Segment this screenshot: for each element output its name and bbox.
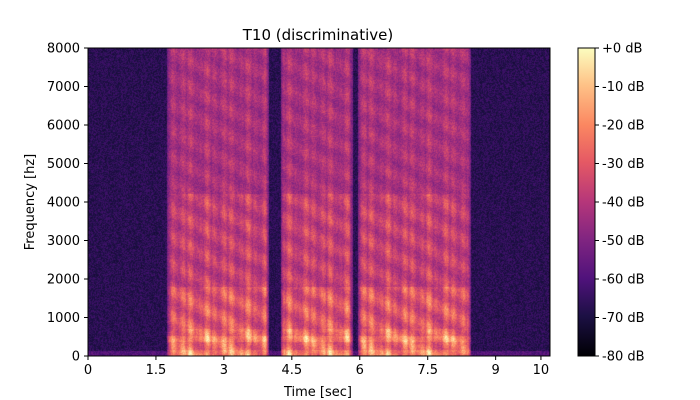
y-axis: 0 1000 2000 3000 4000 5000 6000 7000 8000	[47, 42, 88, 365]
y-tick-label: 7000	[47, 80, 80, 95]
colorbar-tick-label: -20 dB	[602, 119, 645, 134]
x-axis: 0 1.5 3 4.5 6 7.5 9 10	[84, 356, 549, 378]
colorbar-tick-label: -80 dB	[602, 350, 645, 365]
x-tick-label: 3	[220, 363, 228, 378]
colorbar-tick-label: -10 dB	[602, 80, 645, 95]
x-axis-label: Time [sec]	[283, 385, 352, 400]
colorbar	[577, 47, 596, 357]
y-tick-label: 5000	[47, 157, 80, 172]
colorbar-ticks: +0 dB -10 dB -20 dB -30 dB -40 dB -50 dB -60 d…	[595, 42, 645, 365]
colorbar-tick-label: -50 dB	[602, 234, 645, 249]
spectrogram-plot	[88, 48, 550, 356]
colorbar-tick-label: -30 dB	[602, 157, 645, 172]
x-tick-label: 0	[84, 363, 92, 378]
x-tick-label: 6	[356, 363, 364, 378]
y-axis-label: Frequency [hz]	[23, 154, 38, 251]
x-tick-label: 7.5	[417, 363, 438, 378]
y-tick-label: 2000	[47, 273, 80, 288]
x-tick-label: 9	[492, 363, 500, 378]
y-tick-label: 4000	[47, 196, 80, 211]
y-tick-label: 0	[72, 350, 80, 365]
colorbar-tick-label: +0 dB	[602, 42, 642, 57]
x-tick-label: 10	[533, 363, 550, 378]
chart-title: T10 (discriminative)	[242, 26, 393, 44]
spectrogram-image	[88, 48, 550, 356]
y-tick-label: 3000	[47, 234, 80, 249]
y-tick-label: 8000	[47, 42, 80, 57]
x-tick-label: 1.5	[146, 363, 167, 378]
x-tick-label: 4.5	[281, 363, 302, 378]
colorbar-tick-label: -70 dB	[602, 311, 645, 326]
colorbar-tick-label: -40 dB	[602, 196, 645, 211]
y-tick-label: 6000	[47, 119, 80, 134]
colorbar-tick-label: -60 dB	[602, 273, 645, 288]
y-tick-label: 1000	[47, 311, 80, 326]
